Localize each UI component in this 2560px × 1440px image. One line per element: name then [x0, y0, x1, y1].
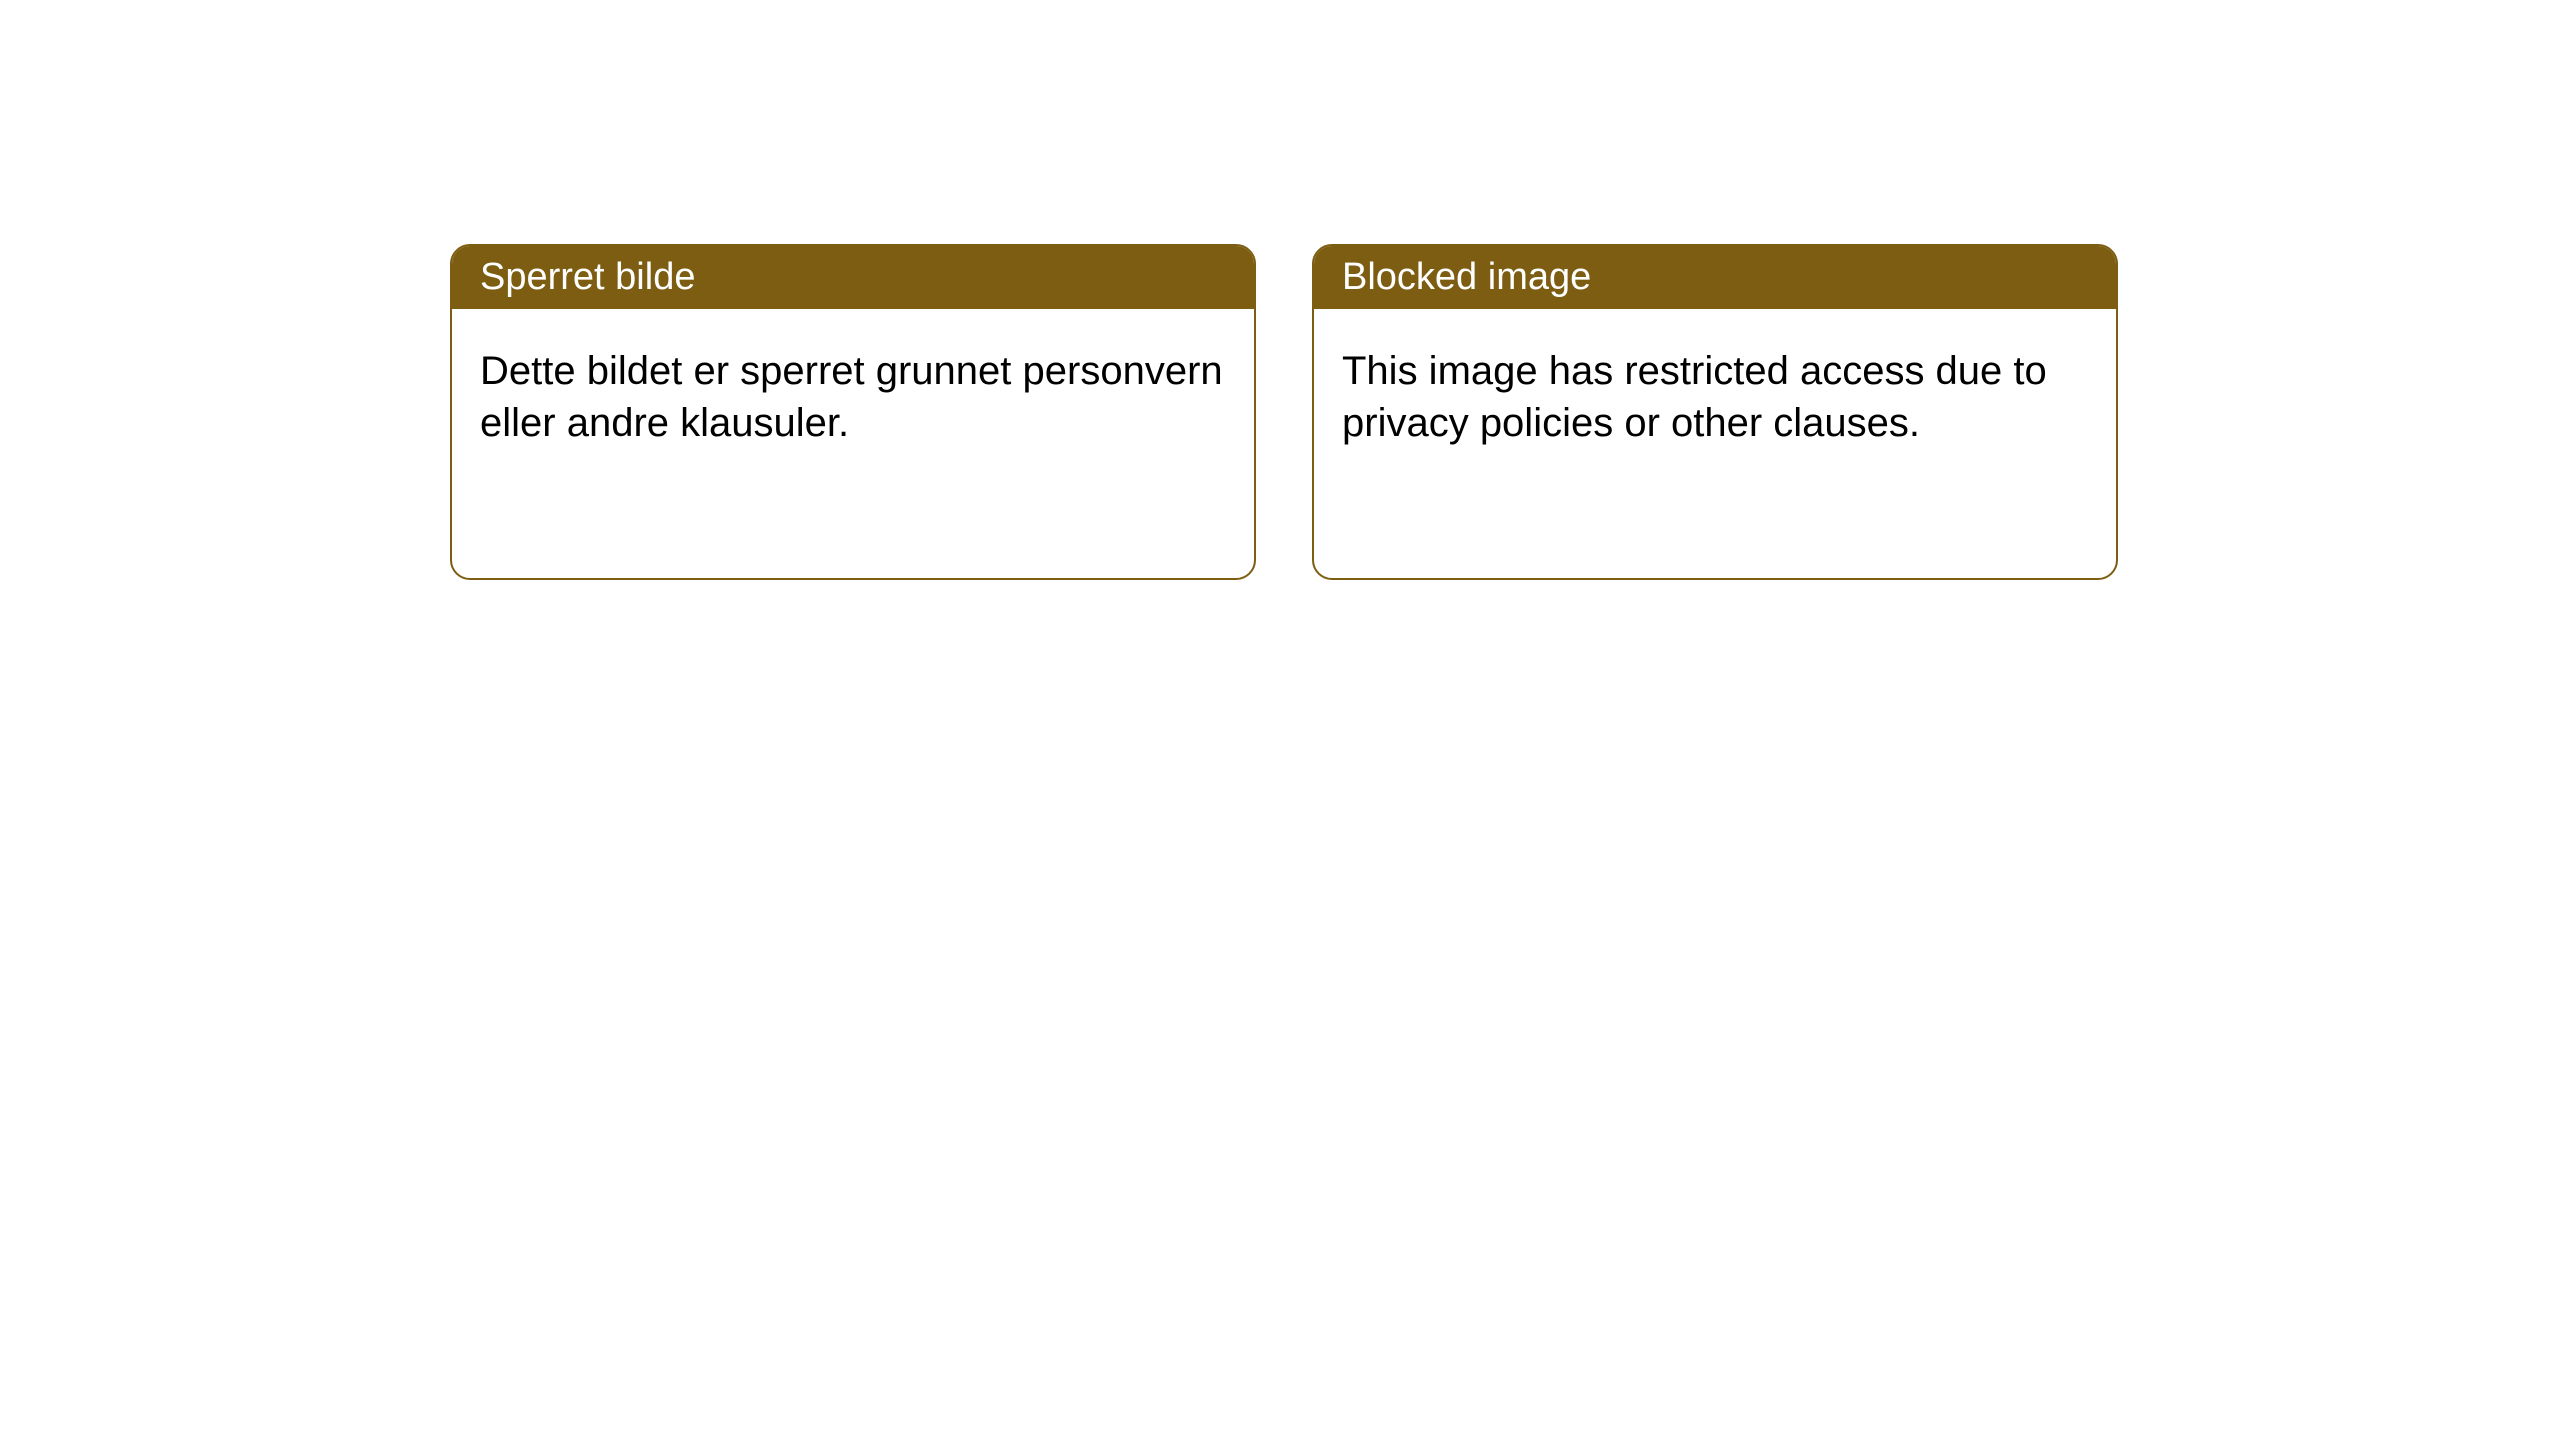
notice-body-text: This image has restricted access due to … — [1342, 349, 2047, 445]
notice-card-header: Blocked image — [1314, 246, 2116, 309]
notice-card-body: Dette bildet er sperret grunnet personve… — [452, 309, 1254, 485]
notice-title: Sperret bilde — [480, 256, 695, 298]
notice-card-english: Blocked image This image has restricted … — [1312, 244, 2118, 580]
notice-card-body: This image has restricted access due to … — [1314, 309, 2116, 485]
notice-title: Blocked image — [1342, 256, 1591, 298]
notice-card-norwegian: Sperret bilde Dette bildet er sperret gr… — [450, 244, 1256, 580]
notice-card-header: Sperret bilde — [452, 246, 1254, 309]
notice-container: Sperret bilde Dette bildet er sperret gr… — [0, 0, 2560, 580]
notice-body-text: Dette bildet er sperret grunnet personve… — [480, 349, 1223, 445]
